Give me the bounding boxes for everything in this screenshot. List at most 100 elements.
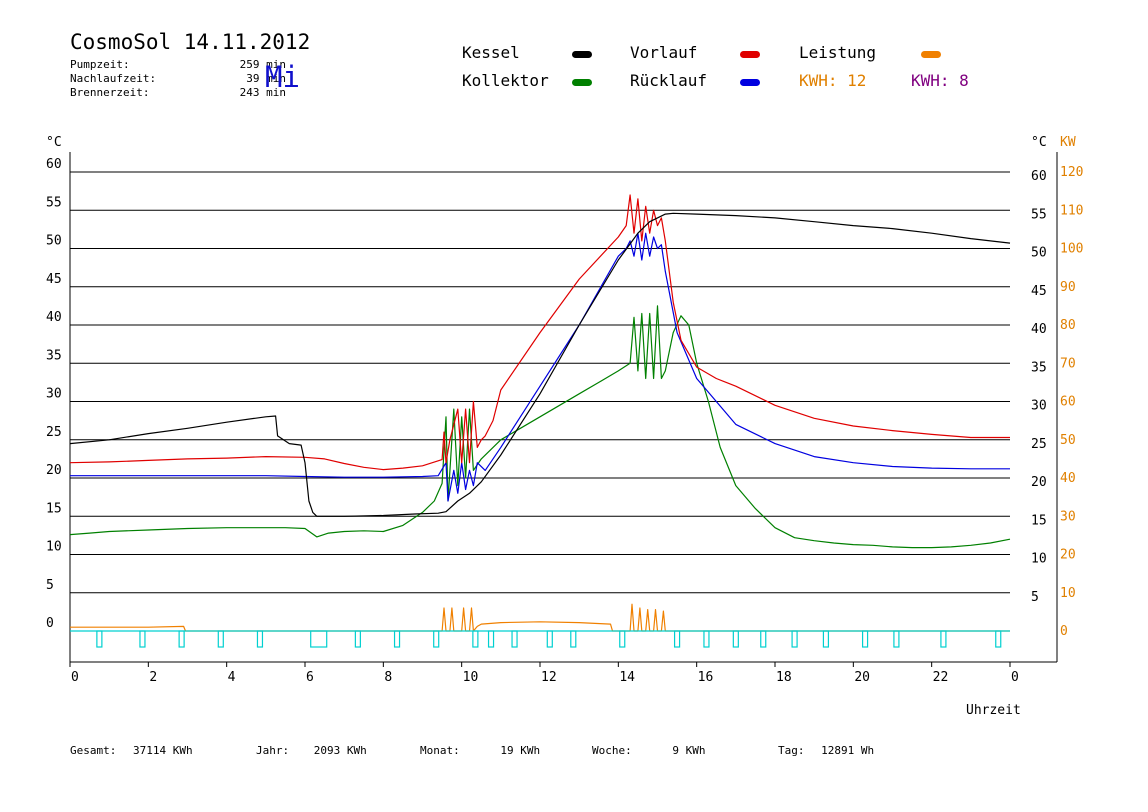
legend-swatch bbox=[740, 51, 760, 58]
footer-value: 9 KWh bbox=[672, 744, 706, 757]
footer-label: Gesamt: bbox=[70, 744, 117, 757]
y-tick-label-kw: 100 bbox=[1060, 242, 1083, 257]
y-tick-label-kw: 0 bbox=[1060, 624, 1068, 639]
stat-label: Brennerzeit: bbox=[70, 86, 150, 99]
legend-label: Kessel bbox=[462, 43, 520, 62]
pump-pulse bbox=[791, 630, 798, 648]
y-tick-label-left: 25 bbox=[46, 425, 62, 440]
stat-brennerzeit: Brennerzeit: 243 min bbox=[70, 86, 286, 99]
y-tick-label-kw: 20 bbox=[1060, 548, 1076, 563]
pump-pulse bbox=[217, 630, 224, 648]
y-tick-label-kw: 10 bbox=[1060, 586, 1076, 601]
x-tick-label: 2 bbox=[149, 670, 157, 685]
legend-kollektor: Kollektor bbox=[462, 71, 592, 90]
y-tick-label-kw: 60 bbox=[1060, 395, 1076, 410]
x-tick-label: 10 bbox=[463, 670, 479, 685]
y-tick-label-left: 30 bbox=[46, 387, 62, 402]
y-axis-label-left: °C bbox=[46, 135, 62, 150]
y-tick-label-left: 10 bbox=[46, 540, 62, 555]
legend-swatch bbox=[572, 79, 592, 86]
pump-indicator bbox=[70, 630, 1010, 648]
stat-pumpzeit: Pumpzeit: 259 min bbox=[70, 58, 286, 71]
y-tick-label-kw: 120 bbox=[1060, 165, 1083, 180]
pump-pulse bbox=[703, 630, 710, 648]
y-tick-label-right: 35 bbox=[1031, 360, 1047, 375]
y-tick-label-right: 25 bbox=[1031, 437, 1047, 452]
y-axis-label-right-kw: KW bbox=[1060, 135, 1076, 150]
x-tick-label: 16 bbox=[698, 670, 714, 685]
footer-value: 12891 Wh bbox=[821, 744, 875, 757]
y-tick-label-right: 10 bbox=[1031, 552, 1047, 567]
footer-value: 19 KWh bbox=[500, 744, 541, 757]
y-tick-label-right: 55 bbox=[1031, 207, 1047, 222]
pump-pulse bbox=[673, 630, 681, 648]
x-tick-label: 18 bbox=[776, 670, 792, 685]
kwh-purple: KWH: 8 bbox=[911, 71, 969, 90]
stat-value: 259 min bbox=[239, 58, 286, 71]
y-tick-label-kw: 80 bbox=[1060, 318, 1076, 333]
footer-label: Monat: bbox=[420, 744, 460, 757]
pump-pulse bbox=[546, 630, 553, 648]
y-tick-label-kw: 110 bbox=[1060, 203, 1083, 218]
pump-pulse bbox=[139, 630, 146, 648]
pump-pulse bbox=[256, 630, 264, 648]
legend-swatch bbox=[740, 79, 760, 86]
y-tick-label-right: 45 bbox=[1031, 284, 1047, 299]
x-tick-label: 12 bbox=[541, 670, 557, 685]
x-tick-label: 22 bbox=[933, 670, 949, 685]
pump-pulse bbox=[570, 630, 577, 648]
kwh-orange: KWH: 12 bbox=[799, 71, 867, 90]
y-tick-label-right: 5 bbox=[1031, 590, 1039, 605]
footer-woche: Woche: 9 KWh bbox=[592, 744, 706, 757]
footer-label: Tag: bbox=[778, 744, 805, 757]
x-tick-label: 0 bbox=[71, 670, 79, 685]
x-tick-label: 8 bbox=[384, 670, 392, 685]
footer-label: Jahr: bbox=[256, 744, 290, 757]
tick-labels: 0510152025303540455055605101520253035404… bbox=[46, 157, 1083, 685]
footer-jahr: Jahr: 2093 KWh bbox=[256, 744, 367, 757]
pump-pulse bbox=[760, 630, 767, 648]
y-axis-label-right: °C bbox=[1031, 135, 1047, 150]
series-line-vorlauf bbox=[69, 194, 1010, 471]
y-tick-label-left: 50 bbox=[46, 234, 62, 249]
x-tick-label: 14 bbox=[619, 670, 635, 685]
y-tick-label-left: 15 bbox=[46, 501, 62, 516]
pump-pulse bbox=[393, 630, 401, 648]
y-tick-label-left: 55 bbox=[46, 195, 62, 210]
pump-pulse bbox=[433, 630, 440, 648]
series-line-kollektor bbox=[69, 305, 1011, 549]
pump-pulse bbox=[511, 630, 518, 648]
grid-lines bbox=[70, 171, 1010, 632]
pump-pulse bbox=[96, 630, 103, 648]
x-tick-label: 0 bbox=[1011, 670, 1019, 685]
chart-title: CosmoSol 14.11.2012 bbox=[70, 30, 311, 54]
series-line-ruecklauf bbox=[70, 232, 1010, 502]
y-tick-label-left: 0 bbox=[46, 616, 54, 631]
y-tick-label-kw: 70 bbox=[1060, 356, 1076, 371]
y-tick-label-right: 50 bbox=[1031, 246, 1047, 261]
legend-kessel: Kessel bbox=[462, 43, 592, 62]
y-tick-label-kw: 30 bbox=[1060, 509, 1076, 524]
pump-pulse bbox=[487, 630, 495, 648]
y-tick-label-left: 20 bbox=[46, 463, 62, 478]
stat-label: Pumpzeit: bbox=[70, 58, 130, 71]
y-tick-label-kw: 90 bbox=[1060, 280, 1076, 295]
pump-pulse bbox=[940, 630, 947, 648]
legend-vorlauf: Vorlauf bbox=[630, 43, 760, 62]
legend-leistung: Leistung bbox=[799, 43, 941, 62]
legend-label: Rücklauf bbox=[630, 71, 708, 90]
footer-value: 2093 KWh bbox=[313, 744, 367, 757]
x-axis-label: Uhrzeit bbox=[966, 703, 1021, 718]
y-tick-label-right: 30 bbox=[1031, 399, 1047, 414]
pump-pulse bbox=[893, 630, 900, 648]
x-tick-label: 20 bbox=[854, 670, 870, 685]
legend-swatch bbox=[572, 51, 592, 58]
stat-value: 243 min bbox=[239, 86, 286, 99]
y-tick-label-right: 20 bbox=[1031, 475, 1047, 490]
series-line-leistung bbox=[70, 603, 1010, 632]
series-lines bbox=[69, 194, 1011, 632]
pump-pulse bbox=[472, 630, 479, 648]
stat-value: 39 min bbox=[246, 72, 286, 85]
x-tick-label: 4 bbox=[228, 670, 236, 685]
